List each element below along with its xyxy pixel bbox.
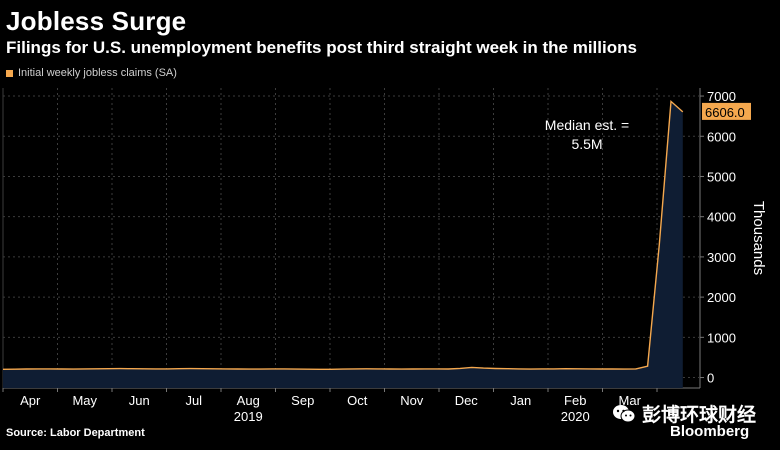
y-axis-label: Thousands (750, 201, 767, 275)
watermark-text: 彭博环球财经 (642, 404, 757, 426)
x-tick-label: Aug (237, 393, 260, 408)
wechat-icon (613, 404, 636, 422)
x-tick-label: Dec (455, 393, 479, 408)
brand-logo: Bloomberg (670, 423, 750, 440)
chart-title: Jobless Surge (6, 6, 187, 36)
series-line (2, 99, 684, 370)
watermark: 彭博环球财经 (612, 400, 756, 427)
x-year-label: 2020 (561, 409, 590, 424)
x-tick-label: Mar (619, 393, 642, 408)
x-tick-label: Sep (291, 393, 314, 408)
x-tick-label: Feb (564, 393, 586, 408)
x-tick-label: Nov (400, 393, 424, 408)
y-tick-label: 1000 (707, 330, 736, 345)
last-value-label: 6606.0 (705, 105, 745, 120)
last-value-badge (702, 102, 751, 120)
y-tick-label: 5000 (707, 169, 736, 184)
x-tick-label: Jul (185, 393, 202, 408)
legend: Initial weekly jobless claims (SA) (6, 67, 177, 79)
y-tick-label: 3000 (707, 250, 736, 265)
x-year-label: 2019 (234, 409, 263, 424)
x-tick-label: May (72, 393, 97, 408)
x-tick-label: Jan (510, 393, 531, 408)
legend-label: Initial weekly jobless claims (SA) (18, 67, 177, 79)
x-tick-label: Oct (347, 393, 368, 408)
annotation-text: 5.5M (571, 136, 602, 152)
chart-subtitle: Filings for U.S. unemployment benefits p… (6, 38, 637, 57)
annotation-text: Median est. = (545, 117, 629, 133)
y-tick-label: 0 (707, 371, 714, 386)
x-tick-label: Apr (20, 393, 41, 408)
source-note: Source: Labor Department (6, 427, 145, 439)
y-tick-label: 2000 (707, 290, 736, 305)
x-tick-label: Jun (129, 393, 150, 408)
y-tick-label: 7000 (707, 89, 736, 104)
y-tick-label: 6000 (707, 129, 736, 144)
y-tick-label: 4000 (707, 210, 736, 225)
legend-swatch (6, 69, 13, 77)
